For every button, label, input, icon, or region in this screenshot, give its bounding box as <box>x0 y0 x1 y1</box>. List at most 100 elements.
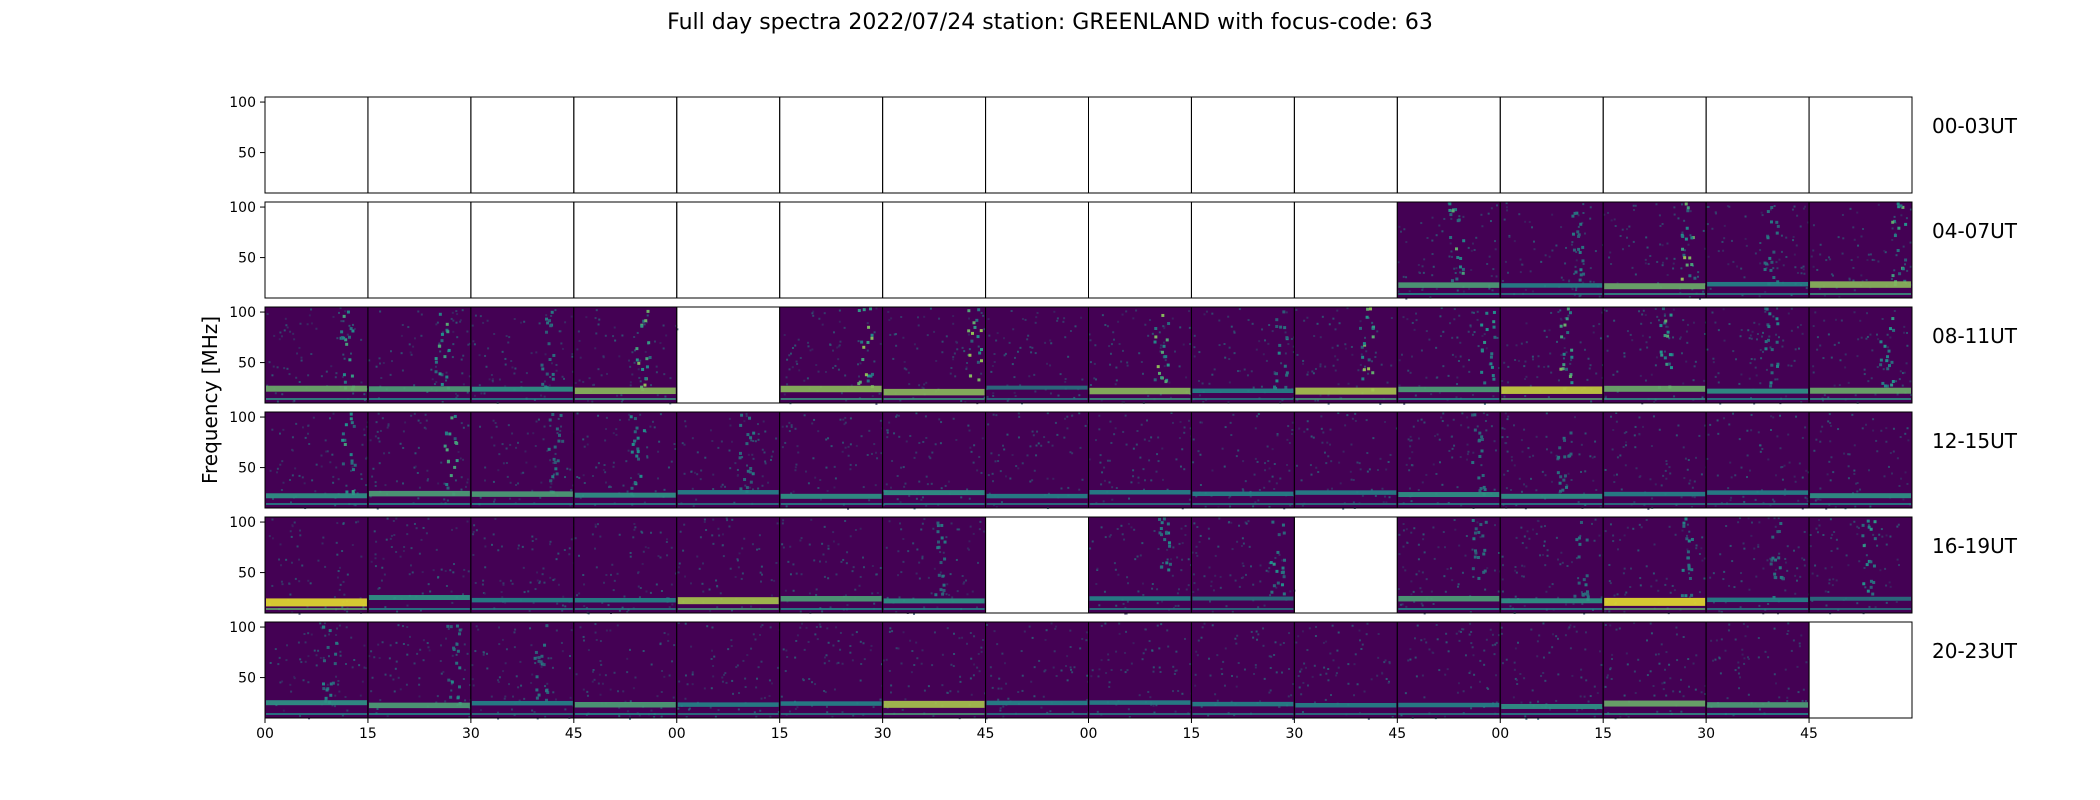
noise-pixel <box>612 335 615 338</box>
row-label: 00-03UT <box>1932 114 2018 138</box>
noise-pixel <box>1336 358 1339 361</box>
noise-pixel <box>1543 540 1546 543</box>
noise-pixel <box>298 346 301 349</box>
noise-pixel <box>1847 465 1850 468</box>
noise-pixel <box>1631 266 1634 269</box>
noise-pixel <box>1197 450 1200 453</box>
burst-pixel <box>936 546 940 550</box>
noise-pixel <box>1693 365 1696 368</box>
noise-pixel <box>954 375 957 378</box>
spectrum-panel <box>470 621 575 720</box>
band-stripe <box>471 713 573 715</box>
noise-pixel <box>1693 480 1696 483</box>
noise-pixel <box>1604 396 1607 399</box>
noise-pixel <box>301 426 304 429</box>
noise-pixel <box>1488 363 1491 366</box>
noise-pixel <box>541 573 544 576</box>
noise-pixel <box>703 687 706 690</box>
noise-pixel <box>1644 258 1647 261</box>
noise-pixel <box>807 345 810 348</box>
noise-pixel <box>1372 437 1375 440</box>
noise-pixel <box>597 682 600 685</box>
noise-pixel <box>1621 228 1624 231</box>
noise-pixel <box>1604 395 1607 398</box>
noise-pixel <box>972 674 975 677</box>
burst-pixel <box>1879 340 1883 344</box>
noise-pixel <box>1157 547 1160 550</box>
noise-pixel <box>1011 363 1014 366</box>
noise-pixel <box>1821 399 1824 402</box>
noise-pixel <box>1811 599 1814 602</box>
burst-pixel <box>353 463 357 467</box>
noise-pixel <box>436 321 439 324</box>
noise-pixel <box>926 483 929 486</box>
noise-pixel <box>1788 461 1791 464</box>
burst-pixel <box>1481 474 1485 478</box>
noise-pixel <box>427 646 430 649</box>
burst-pixel <box>940 536 944 540</box>
noise-pixel <box>660 589 663 592</box>
noise-pixel <box>1573 272 1576 275</box>
noise-pixel <box>1250 565 1253 568</box>
noise-pixel <box>1248 545 1251 548</box>
noise-pixel <box>1481 334 1484 337</box>
noise-pixel <box>1484 420 1487 423</box>
noise-pixel <box>915 412 918 415</box>
noise-pixel <box>806 377 809 380</box>
noise-pixel <box>1439 335 1442 338</box>
noise-pixel <box>711 649 714 652</box>
noise-pixel <box>1854 394 1857 397</box>
noise-pixel <box>1108 459 1111 462</box>
noise-pixel <box>532 432 535 435</box>
noise-pixel <box>716 584 719 587</box>
noise-pixel <box>1793 205 1796 208</box>
noise-pixel <box>1868 605 1871 608</box>
noise-pixel <box>1835 579 1838 582</box>
noise-pixel <box>395 550 398 553</box>
burst-pixel <box>1485 328 1489 332</box>
noise-pixel <box>1613 319 1616 322</box>
burst-pixel <box>438 344 442 348</box>
noise-pixel <box>307 632 310 635</box>
noise-pixel <box>1000 501 1003 504</box>
noise-pixel <box>402 550 405 553</box>
noise-pixel <box>1687 459 1690 462</box>
noise-pixel <box>324 634 327 637</box>
noise-pixel <box>1663 314 1666 317</box>
noise-pixel <box>332 481 335 484</box>
band-stripe <box>1192 608 1294 610</box>
noise-pixel <box>691 671 694 674</box>
row-label: 08-11UT <box>1932 324 2018 348</box>
burst-pixel <box>1283 326 1287 330</box>
noise-pixel <box>293 521 296 524</box>
noise-pixel <box>1004 352 1007 355</box>
burst-pixel <box>548 319 552 323</box>
noise-pixel <box>1837 341 1840 344</box>
noise-pixel <box>1853 469 1856 472</box>
noise-pixel <box>1819 440 1822 443</box>
burst-pixel <box>1450 279 1454 283</box>
noise-pixel <box>384 673 387 676</box>
noise-pixel <box>586 399 589 402</box>
noise-pixel <box>447 628 450 631</box>
noise-pixel <box>455 396 458 399</box>
noise-pixel <box>812 310 815 313</box>
noise-pixel <box>451 601 454 604</box>
noise-pixel <box>381 641 384 644</box>
noise-pixel <box>1303 430 1306 433</box>
noise-pixel <box>1049 339 1052 342</box>
noise-pixel <box>1816 348 1819 351</box>
noise-pixel <box>1887 465 1890 468</box>
noise-pixel <box>395 660 398 663</box>
noise-pixel <box>971 590 974 593</box>
noise-pixel <box>817 370 820 373</box>
noise-pixel <box>1233 331 1236 334</box>
burst-pixel <box>635 358 639 362</box>
noise-pixel <box>1452 418 1455 421</box>
noise-pixel <box>1442 531 1445 534</box>
noise-pixel <box>1346 307 1349 310</box>
noise-pixel <box>1871 258 1874 261</box>
burst-pixel <box>1685 263 1689 267</box>
noise-pixel <box>826 627 829 630</box>
noise-pixel <box>1577 214 1580 217</box>
